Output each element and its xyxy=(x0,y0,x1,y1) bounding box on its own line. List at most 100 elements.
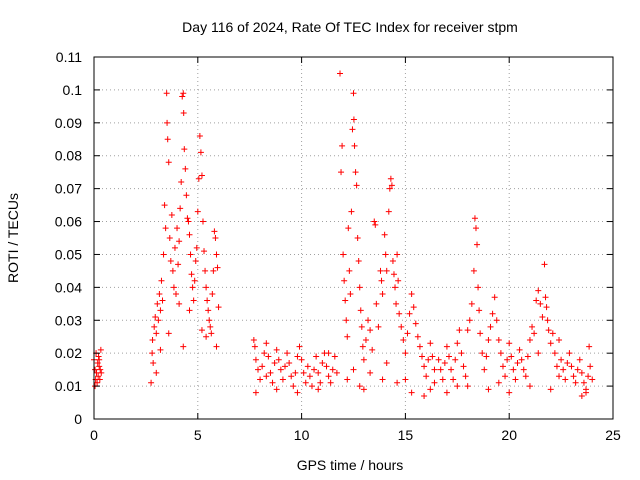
data-point xyxy=(263,373,270,380)
data-point xyxy=(94,379,101,386)
data-point xyxy=(150,360,157,367)
data-point xyxy=(156,290,163,297)
data-point xyxy=(192,258,199,265)
data-point xyxy=(375,323,382,330)
data-point xyxy=(471,215,478,222)
data-point xyxy=(359,343,366,350)
data-point xyxy=(541,261,548,268)
data-point xyxy=(97,346,104,353)
data-point xyxy=(487,323,494,330)
y-tick-label: 0.02 xyxy=(55,345,82,361)
data-point xyxy=(547,386,554,393)
data-point xyxy=(315,369,322,376)
data-point xyxy=(564,360,571,367)
data-point xyxy=(162,225,169,232)
data-point xyxy=(288,373,295,380)
data-point xyxy=(164,119,171,126)
data-point xyxy=(474,241,481,248)
data-point xyxy=(292,369,299,376)
data-point xyxy=(201,248,208,255)
data-point xyxy=(97,366,104,373)
data-point xyxy=(365,317,372,324)
data-point xyxy=(153,330,160,337)
y-tick-label: 0.09 xyxy=(55,115,82,131)
data-point xyxy=(547,340,554,347)
data-point xyxy=(185,218,192,225)
data-point xyxy=(356,284,363,291)
data-point xyxy=(208,330,215,337)
y-tick-label: 0.08 xyxy=(55,148,82,164)
data-point xyxy=(472,225,479,232)
data-point xyxy=(205,307,212,314)
data-point xyxy=(160,251,167,258)
data-point xyxy=(560,366,567,373)
data-point xyxy=(589,376,596,383)
data-point xyxy=(395,277,402,284)
data-point xyxy=(508,353,515,360)
x-tick-label: 20 xyxy=(501,427,517,443)
data-point xyxy=(170,284,177,291)
data-point xyxy=(308,383,315,390)
data-point xyxy=(512,376,519,383)
data-point xyxy=(252,389,259,396)
data-point xyxy=(412,320,419,327)
data-point xyxy=(189,284,196,291)
data-point xyxy=(151,323,158,330)
data-point xyxy=(378,277,385,284)
data-point xyxy=(381,231,388,238)
data-point xyxy=(96,363,103,370)
y-tick-label: 0.1 xyxy=(63,82,83,98)
data-point xyxy=(479,350,486,357)
data-point xyxy=(275,356,282,363)
data-point xyxy=(549,330,556,337)
data-point xyxy=(157,307,164,314)
data-point xyxy=(319,360,326,367)
data-points xyxy=(91,70,596,399)
data-point xyxy=(423,373,430,380)
data-point xyxy=(327,379,334,386)
data-point xyxy=(356,383,363,390)
data-point xyxy=(204,297,211,304)
data-point xyxy=(302,379,309,386)
data-point xyxy=(454,383,461,390)
data-point xyxy=(562,376,569,383)
data-point xyxy=(481,366,488,373)
data-point xyxy=(317,379,324,386)
data-point xyxy=(580,379,587,386)
data-point xyxy=(402,376,409,383)
data-point xyxy=(294,389,301,396)
data-point xyxy=(394,379,401,386)
data-point xyxy=(358,323,365,330)
data-point xyxy=(410,304,417,311)
data-point xyxy=(458,350,465,357)
data-point xyxy=(351,142,358,149)
data-point xyxy=(154,300,161,307)
data-point xyxy=(333,369,340,376)
data-point xyxy=(539,313,546,320)
data-point xyxy=(294,353,301,360)
data-point xyxy=(485,386,492,393)
data-point xyxy=(175,261,182,268)
data-point xyxy=(373,300,380,307)
chart-title: Day 116 of 2024, Rate Of TEC Index for r… xyxy=(182,19,518,35)
data-point xyxy=(377,267,384,274)
data-point xyxy=(191,277,198,284)
y-tick-label: 0.07 xyxy=(55,181,82,197)
data-point xyxy=(184,215,191,222)
data-point xyxy=(570,373,577,380)
data-point xyxy=(165,330,172,337)
data-point xyxy=(212,235,219,241)
data-point xyxy=(502,373,509,380)
data-point xyxy=(338,169,345,176)
data-point xyxy=(402,350,409,357)
data-point xyxy=(341,277,348,284)
data-point xyxy=(390,271,397,278)
data-point xyxy=(360,386,367,393)
data-point xyxy=(211,228,218,235)
data-point xyxy=(325,373,332,380)
data-point xyxy=(362,337,369,344)
data-point xyxy=(182,165,189,172)
data-point xyxy=(542,294,549,301)
data-point xyxy=(464,383,471,390)
data-point xyxy=(360,356,367,363)
